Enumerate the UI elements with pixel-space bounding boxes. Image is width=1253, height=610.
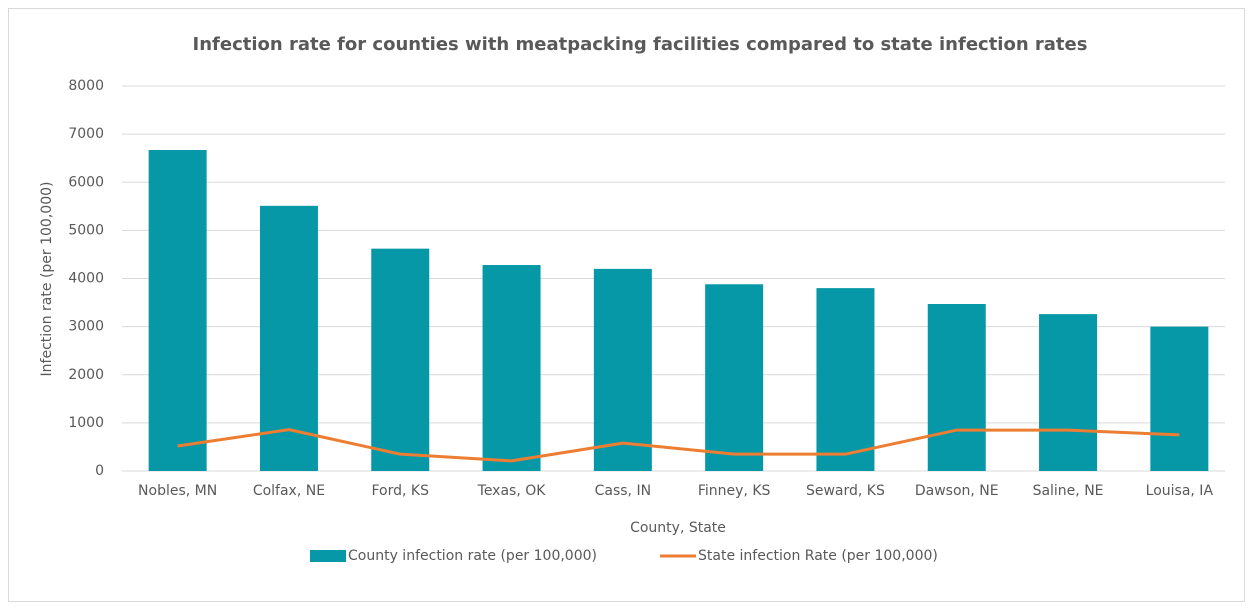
bar — [482, 265, 541, 471]
y-tick-label: 0 — [95, 463, 104, 479]
x-tick-label: Dawson, NE — [915, 483, 999, 499]
x-tick-label: Finney, KS — [698, 483, 771, 499]
y-axis-title: Infection rate (per 100,000) — [39, 182, 55, 377]
bar — [927, 304, 986, 471]
x-tick-label: Colfax, NE — [253, 483, 325, 499]
legend-swatch — [310, 550, 346, 562]
bar — [1039, 314, 1098, 471]
y-tick-label: 6000 — [68, 174, 104, 190]
y-tick-label: 5000 — [68, 222, 104, 238]
y-tick-label: 1000 — [68, 415, 104, 431]
legend-label: State infection Rate (per 100,000) — [698, 548, 938, 564]
x-tick-label: Ford, KS — [372, 483, 430, 499]
bar — [593, 268, 652, 471]
chart-title: Infection rate for counties with meatpac… — [193, 34, 1088, 55]
bar — [371, 248, 430, 471]
y-tick-label: 8000 — [68, 78, 104, 94]
x-tick-label: Texas, OK — [477, 483, 547, 499]
bar — [1150, 326, 1209, 471]
bar — [816, 288, 875, 471]
line — [177, 428, 1180, 463]
legend-label: County infection rate (per 100,000) — [348, 548, 597, 564]
bar — [705, 284, 764, 471]
y-tick-label: 4000 — [68, 271, 104, 287]
bar — [259, 205, 318, 472]
y-tick-label: 3000 — [68, 319, 104, 335]
x-tick-label: Saline, NE — [1033, 483, 1104, 499]
bar — [148, 150, 207, 471]
y-tick-label: 7000 — [68, 126, 104, 142]
y-tick-label: 2000 — [68, 367, 104, 383]
x-tick-label: Louisa, IA — [1146, 483, 1214, 499]
x-tick-label: Cass, IN — [595, 483, 651, 499]
x-tick-label: Seward, KS — [806, 483, 885, 499]
x-tick-label: Nobles, MN — [138, 483, 217, 499]
x-axis-title: County, State — [630, 520, 726, 536]
